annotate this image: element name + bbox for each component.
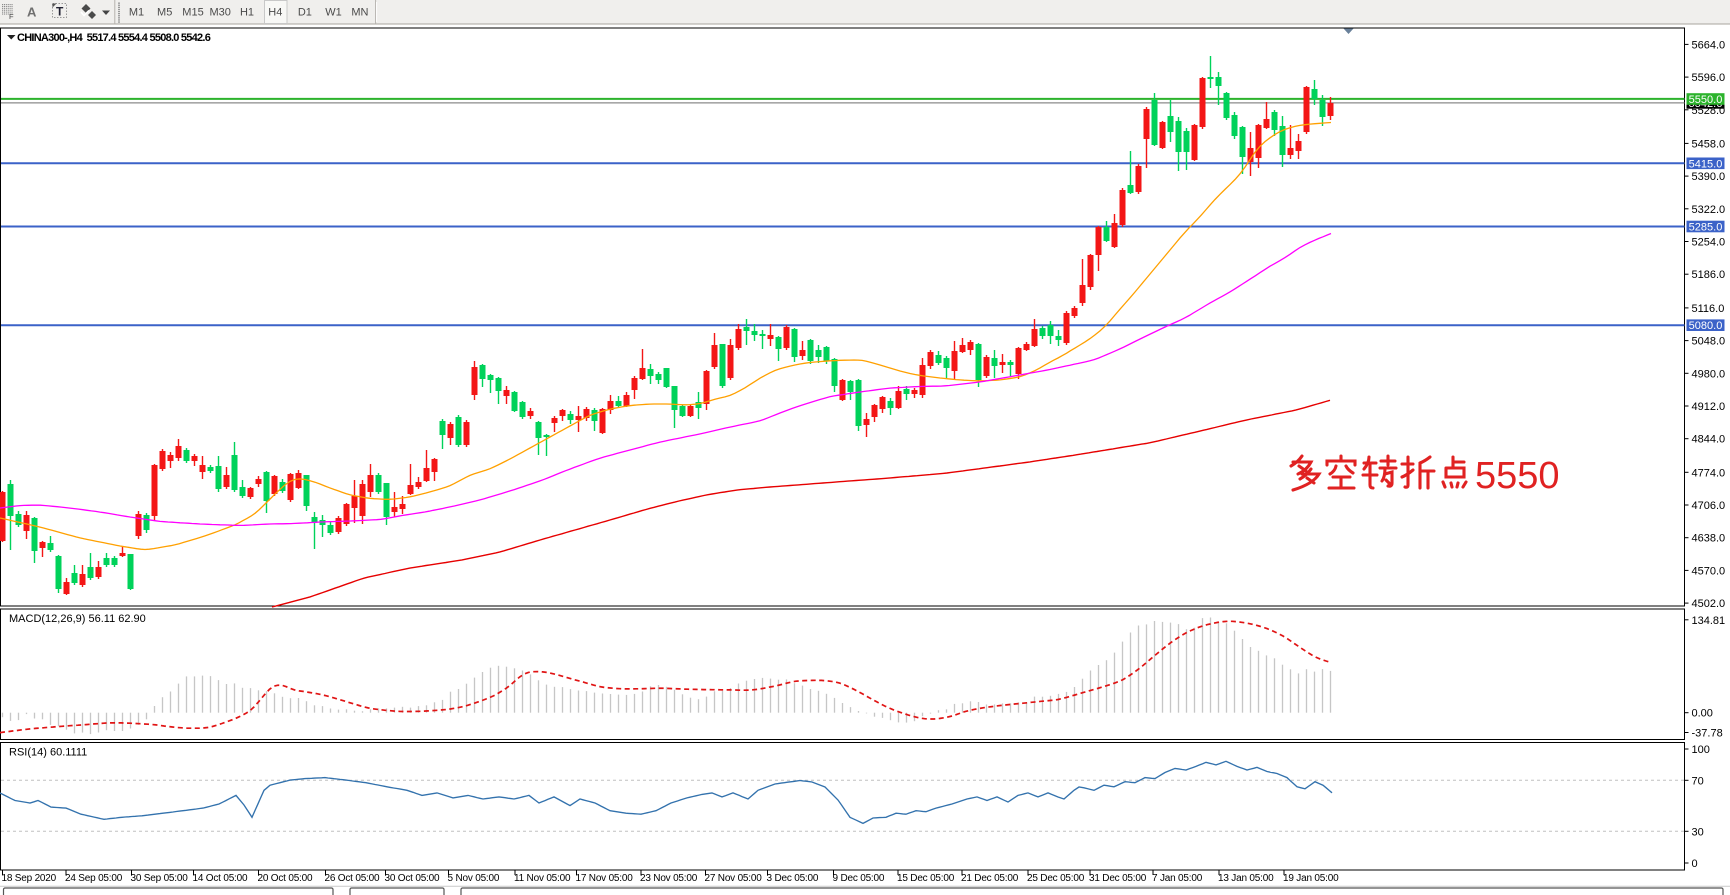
svg-text:RSI(14) 60.1111: RSI(14) 60.1111 [9,747,87,759]
svg-text:4706.0: 4706.0 [1692,500,1726,512]
svg-text:23 Nov 05:00: 23 Nov 05:00 [640,873,698,884]
svg-text:30 Sep 05:00: 30 Sep 05:00 [131,873,189,884]
svg-text:D1: D1 [298,7,312,19]
svg-text:MN: MN [351,7,368,19]
svg-text:5116.0: 5116.0 [1692,303,1725,315]
svg-text:18 Sep 2020: 18 Sep 2020 [2,873,57,884]
svg-text:A: A [27,5,37,20]
svg-text:30: 30 [1692,826,1704,838]
svg-text:T: T [56,5,64,19]
svg-text:5048.0: 5048.0 [1692,336,1726,348]
svg-text:7 Jan 05:00: 7 Jan 05:00 [1152,873,1203,884]
svg-text:17 Nov 05:00: 17 Nov 05:00 [576,873,634,884]
svg-text:H4: H4 [268,7,282,19]
svg-text:3 Dec 05:00: 3 Dec 05:00 [767,873,819,884]
svg-text:5 Nov 05:00: 5 Nov 05:00 [448,873,500,884]
svg-text:M15: M15 [182,7,203,19]
svg-text:14 Oct 05:00: 14 Oct 05:00 [193,873,248,884]
svg-text:5415.0: 5415.0 [1689,158,1723,170]
svg-text:5664.0: 5664.0 [1692,39,1726,51]
svg-text:11 Nov 05:00: 11 Nov 05:00 [514,873,571,884]
svg-text:4502.0: 4502.0 [1692,598,1726,610]
svg-text:5550: 5550 [1475,455,1560,497]
svg-text:30 Oct 05:00: 30 Oct 05:00 [385,873,440,884]
svg-text:MACD(12,26,9) 56.11 62.90: MACD(12,26,9) 56.11 62.90 [9,613,146,625]
svg-text:13 Jan 05:00: 13 Jan 05:00 [1218,873,1274,884]
svg-text:5390.0: 5390.0 [1692,171,1726,183]
svg-text:4774.0: 4774.0 [1692,467,1726,479]
svg-text:5550.0: 5550.0 [1689,94,1723,106]
svg-text:5186.0: 5186.0 [1692,269,1726,281]
svg-text:26 Oct 05:00: 26 Oct 05:00 [325,873,380,884]
svg-text:27 Nov 05:00: 27 Nov 05:00 [705,873,763,884]
svg-text:100: 100 [1692,744,1710,756]
svg-text:-37.78: -37.78 [1692,728,1723,740]
svg-text:134.81: 134.81 [1692,615,1726,627]
svg-text:5285.0: 5285.0 [1689,222,1723,234]
svg-text:4912.0: 4912.0 [1692,401,1726,413]
svg-text:M30: M30 [209,7,230,19]
svg-text:4844.0: 4844.0 [1692,434,1726,446]
svg-text:4570.0: 4570.0 [1692,565,1726,577]
svg-text:4980.0: 4980.0 [1692,368,1726,380]
svg-text:4638.0: 4638.0 [1692,533,1726,545]
svg-text:H1: H1 [240,7,254,19]
svg-text:25 Dec 05:00: 25 Dec 05:00 [1027,873,1085,884]
svg-text:21 Dec 05:00: 21 Dec 05:00 [961,873,1019,884]
svg-text:70: 70 [1692,775,1704,787]
svg-text:W1: W1 [325,7,342,19]
svg-text:20 Oct 05:00: 20 Oct 05:00 [258,873,313,884]
svg-text:F: F [9,12,14,21]
svg-text:5080.0: 5080.0 [1689,320,1723,332]
svg-text:5596.0: 5596.0 [1692,72,1726,84]
svg-text:CHINA300-,H4 5517.4 5554.4 55: CHINA300-,H4 5517.4 5554.4 5508.0 5542.6 [17,32,211,44]
svg-text:19 Jan 05:00: 19 Jan 05:00 [1283,873,1339,884]
svg-text:9 Dec 05:00: 9 Dec 05:00 [833,873,885,884]
svg-text:M5: M5 [157,7,172,19]
svg-text:31 Dec 05:00: 31 Dec 05:00 [1089,873,1147,884]
svg-text:M1: M1 [129,7,144,19]
svg-text:0: 0 [1692,858,1698,870]
svg-text:0.00: 0.00 [1692,708,1713,720]
svg-text:5322.0: 5322.0 [1692,204,1726,216]
svg-text:15 Dec 05:00: 15 Dec 05:00 [897,873,955,884]
svg-text:5458.0: 5458.0 [1692,138,1726,150]
svg-text:5254.0: 5254.0 [1692,237,1726,249]
svg-text:24 Sep 05:00: 24 Sep 05:00 [65,873,123,884]
